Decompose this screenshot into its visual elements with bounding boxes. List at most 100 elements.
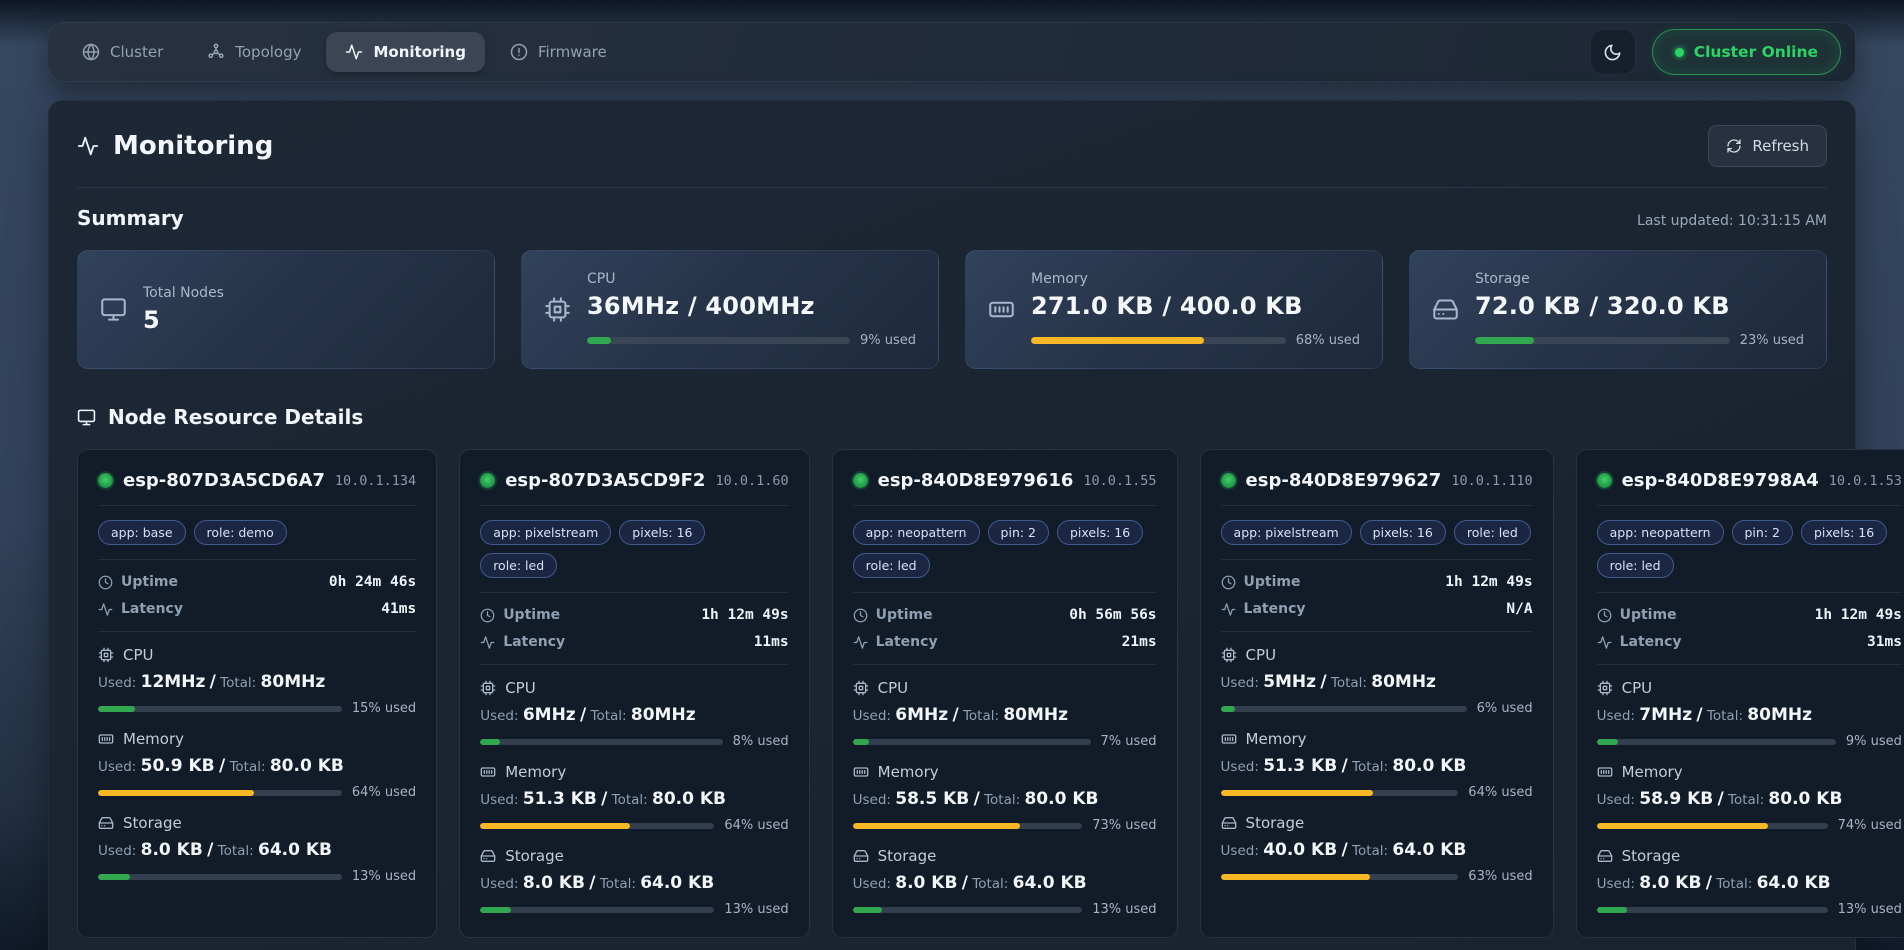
progress-fill bbox=[1597, 739, 1619, 745]
total-label: Total: bbox=[612, 792, 648, 808]
total-label: Total: bbox=[1352, 843, 1388, 859]
resource-usage-line: Used: 7MHz / Total: 80MHz bbox=[1597, 705, 1902, 725]
theme-toggle-button[interactable] bbox=[1590, 29, 1636, 75]
total-value: 80.0 KB bbox=[1024, 789, 1098, 809]
moon-icon bbox=[1603, 43, 1622, 62]
page-title: Monitoring bbox=[77, 131, 273, 161]
node-card: esp-807D3A5CD6A7 10.0.1.134 app: baserol… bbox=[77, 449, 437, 938]
separator: / bbox=[974, 789, 980, 809]
uptime-label: Uptime bbox=[1620, 607, 1677, 623]
progress-track bbox=[587, 337, 850, 344]
resource-label: Storage bbox=[505, 847, 564, 865]
resource-progress-row: 73% used bbox=[853, 818, 1157, 833]
refresh-button[interactable]: Refresh bbox=[1708, 125, 1827, 167]
activity-icon bbox=[1221, 602, 1236, 617]
progress-track bbox=[853, 739, 1091, 745]
progress-track bbox=[1221, 706, 1467, 712]
uptime-label: Uptime bbox=[503, 607, 560, 623]
progress-fill bbox=[1597, 907, 1627, 913]
progress-fill bbox=[1031, 337, 1204, 344]
clock-icon bbox=[480, 608, 495, 623]
nav-item-cluster[interactable]: Cluster bbox=[63, 32, 182, 72]
total-label: Total: bbox=[600, 876, 636, 892]
latency-row: Latency 21ms bbox=[853, 634, 1157, 650]
node-tag-badge: pin: 2 bbox=[988, 520, 1049, 545]
clock-icon bbox=[853, 608, 868, 623]
used-value: 8.0 KB bbox=[141, 840, 203, 860]
node-status-dot-icon bbox=[1221, 473, 1236, 488]
total-value: 80.0 KB bbox=[1392, 756, 1466, 776]
memory-icon bbox=[480, 764, 496, 780]
cluster-status-button[interactable]: Cluster Online bbox=[1652, 29, 1841, 75]
nav-item-label: Cluster bbox=[110, 43, 163, 61]
summary-card-value: 36MHz / 400MHz bbox=[587, 292, 916, 320]
divider bbox=[98, 559, 416, 560]
node-status-dot-icon bbox=[1597, 473, 1612, 488]
firmware-icon bbox=[510, 43, 528, 61]
progress-fill bbox=[480, 739, 499, 745]
used-label: Used: bbox=[1221, 759, 1259, 775]
summary-card-label: Total Nodes bbox=[143, 285, 472, 301]
resource-progress-row: 9% used bbox=[1597, 734, 1902, 749]
resource-progress-row: 13% used bbox=[1597, 902, 1902, 917]
progress-track bbox=[1031, 337, 1286, 344]
total-value: 80.0 KB bbox=[652, 789, 726, 809]
activity-icon bbox=[98, 602, 113, 617]
resource-label: Memory bbox=[123, 730, 184, 748]
divider bbox=[98, 505, 416, 506]
nav-item-firmware[interactable]: Firmware bbox=[491, 32, 626, 72]
node-tag-badge: role: led bbox=[1454, 520, 1531, 545]
used-value: 51.3 KB bbox=[523, 789, 597, 809]
progress-fill bbox=[98, 706, 135, 712]
used-value: 7MHz bbox=[1639, 705, 1692, 725]
total-label: Total: bbox=[220, 675, 256, 691]
resource-progress-row: 15% used bbox=[98, 701, 416, 716]
uptime-row: Uptime 1h 12m 49s bbox=[480, 607, 788, 623]
divider bbox=[480, 664, 788, 665]
memory-icon bbox=[1597, 764, 1613, 780]
summary-progress-row: 23% used bbox=[1475, 333, 1804, 348]
summary-progress-row: 9% used bbox=[587, 333, 916, 348]
total-label: Total: bbox=[229, 759, 265, 775]
percent-used-label: 8% used bbox=[733, 734, 789, 749]
resource-block: CPU Used: 6MHz / Total: 80MHz 8% used bbox=[480, 679, 788, 749]
nav-item-label: Topology bbox=[235, 43, 301, 61]
node-status-dot-icon bbox=[853, 473, 868, 488]
used-value: 12MHz bbox=[141, 672, 206, 692]
resource-block: Memory Used: 58.9 KB / Total: 80.0 KB 74… bbox=[1597, 763, 1902, 833]
monitor-icon bbox=[100, 296, 127, 323]
used-label: Used: bbox=[853, 792, 891, 808]
node-tag-badge: pixels: 16 bbox=[1360, 520, 1446, 545]
resource-label: Memory bbox=[505, 763, 566, 781]
divider bbox=[1221, 631, 1533, 632]
memory-icon bbox=[988, 296, 1015, 323]
total-value: 64.0 KB bbox=[640, 873, 714, 893]
node-tags: app: pixelstreampixels: 16role: led bbox=[1221, 520, 1533, 545]
separator: / bbox=[962, 873, 968, 893]
total-value: 64.0 KB bbox=[258, 840, 332, 860]
used-label: Used: bbox=[1597, 792, 1635, 808]
percent-used-label: 13% used bbox=[1092, 902, 1156, 917]
node-ip: 10.0.1.53 bbox=[1829, 473, 1902, 489]
resource-label: Storage bbox=[1622, 847, 1681, 865]
used-label: Used: bbox=[480, 792, 518, 808]
percent-used-label: 23% used bbox=[1740, 333, 1804, 348]
uptime-label: Uptime bbox=[876, 607, 933, 623]
resource-block: Storage Used: 8.0 KB / Total: 64.0 KB 13… bbox=[853, 847, 1157, 917]
summary-card: Storage 72.0 KB / 320.0 KB 23% used bbox=[1409, 250, 1827, 369]
separator: / bbox=[601, 789, 607, 809]
latency-value: 11ms bbox=[754, 634, 789, 650]
resource-block: Storage Used: 8.0 KB / Total: 64.0 KB 13… bbox=[1597, 847, 1902, 917]
percent-used-label: 64% used bbox=[724, 818, 788, 833]
uptime-row: Uptime 0h 56m 56s bbox=[853, 607, 1157, 623]
separator: / bbox=[219, 756, 225, 776]
nav-item-topology[interactable]: Topology bbox=[188, 32, 320, 72]
clock-icon bbox=[1597, 608, 1612, 623]
cpu-icon bbox=[1221, 647, 1237, 663]
resource-label: Memory bbox=[1622, 763, 1683, 781]
nav-item-monitoring[interactable]: Monitoring bbox=[326, 32, 484, 72]
used-label: Used: bbox=[853, 876, 891, 892]
resource-usage-line: Used: 40.0 KB / Total: 64.0 KB bbox=[1221, 840, 1533, 860]
uptime-value: 0h 24m 46s bbox=[329, 574, 416, 590]
refresh-button-label: Refresh bbox=[1752, 137, 1809, 155]
